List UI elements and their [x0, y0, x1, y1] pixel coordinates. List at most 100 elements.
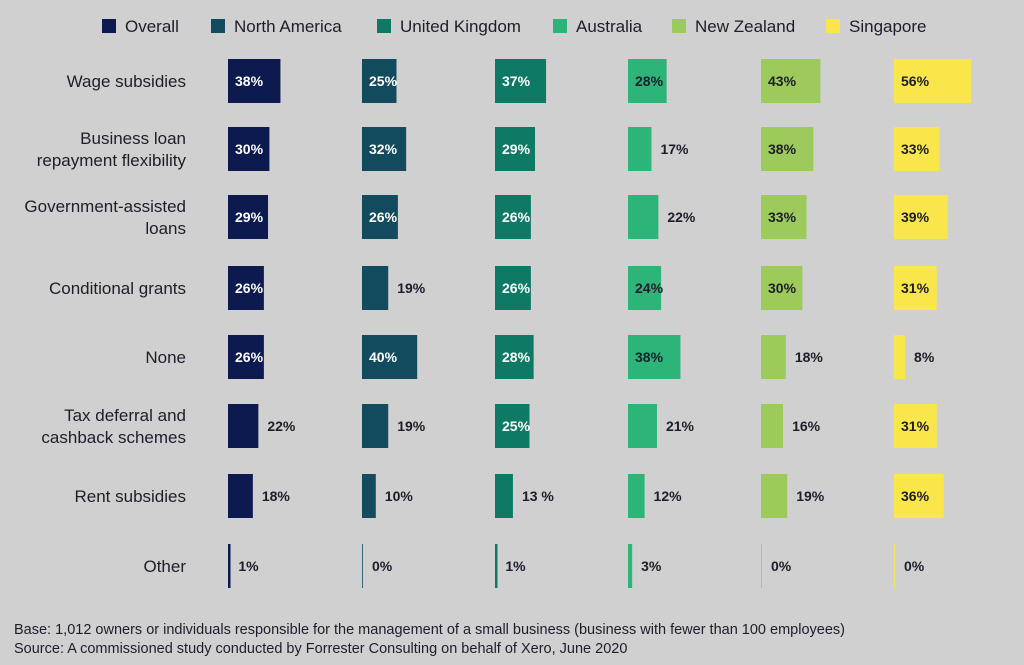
bar-united-kingdom-rent-subsidies [495, 474, 513, 518]
value-label-singapore-rent-subsidies: 36% [901, 488, 930, 504]
legend-swatch-australia [553, 19, 567, 33]
category-label-wage-subsidies: Wage subsidies [67, 72, 186, 91]
value-label-singapore-business-loan-repayment-flexibility: 33% [901, 141, 930, 157]
bar-united-kingdom-other [495, 544, 498, 588]
category-label-business-loan-repayment-flexibility-line-2: repayment flexibility [37, 151, 187, 170]
bar-new-zealand-conditional-grants [761, 266, 803, 310]
bar-overall-conditional-grants [228, 266, 264, 310]
bar-australia-business-loan-repayment-flexibility [628, 127, 652, 171]
value-label-overall-government-assisted-loans: 29% [235, 209, 264, 225]
value-label-overall-other: 1% [238, 558, 259, 574]
value-label-singapore-other: 0% [904, 558, 925, 574]
value-label-overall-business-loan-repayment-flexibility: 30% [235, 141, 264, 157]
bar-new-zealand-government-assisted-loans [761, 195, 807, 239]
value-label-new-zealand-wage-subsidies: 43% [768, 73, 797, 89]
value-label-singapore-tax-deferral-and-cashback-schemes: 31% [901, 418, 930, 434]
legend-swatch-singapore [826, 19, 840, 33]
value-label-north-america-tax-deferral-and-cashback-schemes: 19% [397, 418, 426, 434]
bar-new-zealand-rent-subsidies [761, 474, 788, 518]
legend-label-north-america: North America [234, 17, 342, 36]
legend-swatch-new-zealand [672, 19, 686, 33]
category-label-none: None [145, 348, 186, 367]
bar-north-america-business-loan-repayment-flexibility [362, 127, 407, 171]
footnote-base: Base: 1,012 owners or individuals respon… [14, 622, 845, 638]
value-label-new-zealand-none: 18% [795, 349, 824, 365]
value-label-north-america-business-loan-repayment-flexibility: 32% [369, 141, 398, 157]
value-label-australia-other: 3% [641, 558, 662, 574]
bar-overall-rent-subsidies [228, 474, 253, 518]
value-label-north-america-none: 40% [369, 349, 398, 365]
bar-overall-business-loan-repayment-flexibility [228, 127, 270, 171]
value-label-overall-none: 26% [235, 349, 264, 365]
value-label-north-america-wage-subsidies: 25% [369, 73, 398, 89]
bar-singapore-government-assisted-loans [894, 195, 948, 239]
value-label-new-zealand-other: 0% [771, 558, 792, 574]
bar-united-kingdom-tax-deferral-and-cashback-schemes [495, 404, 530, 448]
bar-north-america-tax-deferral-and-cashback-schemes [362, 404, 389, 448]
value-label-australia-business-loan-repayment-flexibility: 17% [660, 141, 689, 157]
value-label-new-zealand-business-loan-repayment-flexibility: 38% [768, 141, 797, 157]
legend-swatch-north-america [211, 19, 225, 33]
value-label-north-america-conditional-grants: 19% [397, 280, 426, 296]
bar-australia-other [628, 544, 633, 588]
footnote-source: Source: A commissioned study conducted b… [14, 641, 628, 657]
bar-new-zealand-wage-subsidies [761, 59, 821, 103]
value-label-singapore-government-assisted-loans: 39% [901, 209, 930, 225]
value-label-north-america-other: 0% [372, 558, 393, 574]
chart: Overall North America United Kingdom Austra… [24, 17, 972, 588]
category-label-other: Other [143, 557, 186, 576]
bar-singapore-wage-subsidies [894, 59, 972, 103]
value-label-australia-rent-subsidies: 12% [654, 488, 683, 504]
value-label-australia-wage-subsidies: 28% [635, 73, 664, 89]
value-label-new-zealand-conditional-grants: 30% [768, 280, 797, 296]
value-label-united-kingdom-business-loan-repayment-flexibility: 29% [502, 141, 531, 157]
category-label-government-assisted-loans-line-1: Government-assisted [24, 197, 186, 216]
bar-north-america-conditional-grants [362, 266, 389, 310]
value-label-new-zealand-government-assisted-loans: 33% [768, 209, 797, 225]
bar-new-zealand-none [761, 335, 786, 379]
category-label-rent-subsidies: Rent subsidies [74, 487, 186, 506]
legend-label-singapore: Singapore [849, 17, 927, 36]
value-label-singapore-conditional-grants: 31% [901, 280, 930, 296]
bar-australia-tax-deferral-and-cashback-schemes [628, 404, 657, 448]
bar-overall-none [228, 335, 264, 379]
bar-new-zealand-other [761, 544, 762, 588]
legend-label-overall: Overall [125, 17, 179, 36]
value-label-australia-government-assisted-loans: 22% [667, 209, 696, 225]
legend-swatch-united-kingdom [377, 19, 391, 33]
bar-united-kingdom-business-loan-repayment-flexibility [495, 127, 536, 171]
bar-singapore-other [894, 544, 895, 588]
value-label-singapore-none: 8% [914, 349, 935, 365]
value-label-australia-tax-deferral-and-cashback-schemes: 21% [666, 418, 695, 434]
legend-label-new-zealand: New Zealand [695, 17, 795, 36]
bar-singapore-tax-deferral-and-cashback-schemes [894, 404, 937, 448]
bar-overall-tax-deferral-and-cashback-schemes [228, 404, 259, 448]
bar-north-america-rent-subsidies [362, 474, 376, 518]
bar-singapore-conditional-grants [894, 266, 937, 310]
bar-united-kingdom-none [495, 335, 534, 379]
bar-north-america-wage-subsidies [362, 59, 397, 103]
bar-overall-wage-subsidies [228, 59, 281, 103]
value-label-australia-none: 38% [635, 349, 664, 365]
bar-australia-none [628, 335, 681, 379]
value-label-new-zealand-rent-subsidies: 19% [796, 488, 825, 504]
bar-new-zealand-tax-deferral-and-cashback-schemes [761, 404, 784, 448]
value-label-australia-conditional-grants: 24% [635, 280, 664, 296]
value-label-united-kingdom-wage-subsidies: 37% [502, 73, 531, 89]
bar-overall-government-assisted-loans [228, 195, 269, 239]
bar-australia-wage-subsidies [628, 59, 667, 103]
value-label-new-zealand-tax-deferral-and-cashback-schemes: 16% [792, 418, 821, 434]
bar-singapore-none [894, 335, 906, 379]
bar-united-kingdom-wage-subsidies [495, 59, 547, 103]
value-label-north-america-government-assisted-loans: 26% [369, 209, 398, 225]
legend-label-united-kingdom: United Kingdom [400, 17, 521, 36]
category-label-tax-deferral-and-cashback-schemes-line-1: Tax deferral and [64, 406, 186, 425]
category-label-conditional-grants: Conditional grants [49, 279, 186, 298]
value-label-united-kingdom-rent-subsidies: 13 % [522, 488, 554, 504]
bar-australia-rent-subsidies [628, 474, 645, 518]
category-label-business-loan-repayment-flexibility-line-1: Business loan [80, 129, 186, 148]
category-label-government-assisted-loans-line-2: loans [145, 219, 186, 238]
value-label-singapore-wage-subsidies: 56% [901, 73, 930, 89]
bar-north-america-government-assisted-loans [362, 195, 398, 239]
value-label-overall-rent-subsidies: 18% [262, 488, 291, 504]
